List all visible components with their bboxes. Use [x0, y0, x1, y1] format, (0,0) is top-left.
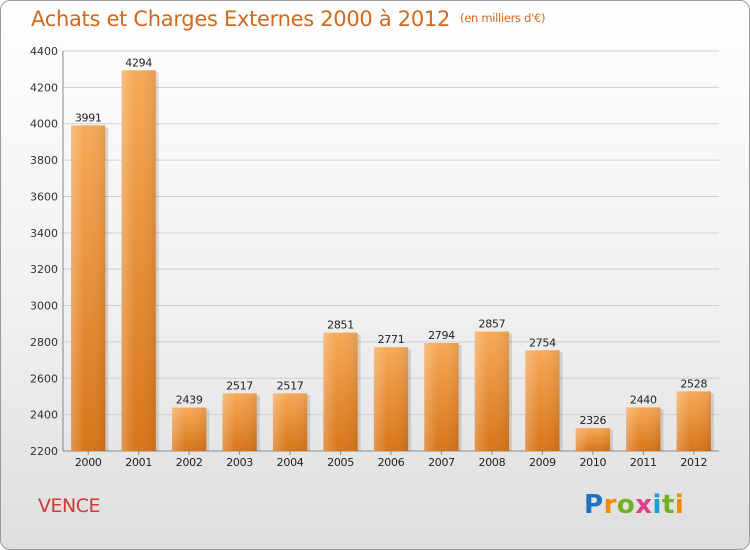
y-tick-label: 3400: [30, 227, 58, 240]
bar-highlight: [626, 407, 661, 451]
bar-highlight: [575, 428, 611, 451]
x-tick-label: 2008: [479, 456, 506, 469]
y-tick-label: 2400: [30, 409, 58, 422]
y-tick-label: 2600: [30, 372, 58, 385]
proxiti-logo: Proxiti: [584, 490, 685, 520]
x-tick-label: 2011: [630, 456, 657, 469]
x-tick-label: 2009: [529, 456, 556, 469]
chart-title-text: Achats et Charges Externes 2000 à 2012: [31, 7, 451, 31]
x-tick-label: 2006: [378, 456, 405, 469]
bar-highlight: [272, 393, 308, 451]
x-tick-label: 2012: [680, 456, 707, 469]
value-labels: 3991 4294 2439 2517 2517 2851 2771 2794 2857 2754…: [75, 56, 708, 427]
y-tick-label: 4200: [30, 81, 58, 94]
bar-highlight: [323, 332, 358, 451]
bar-highlight: [171, 407, 207, 451]
y-tick-label: 4400: [30, 45, 58, 58]
x-tick-label: 2001: [125, 456, 152, 469]
x-tick-label: 2007: [428, 456, 455, 469]
y-tick-label: 2800: [30, 336, 58, 349]
value-label: 2440: [630, 393, 657, 406]
value-label: 3991: [75, 111, 102, 124]
y-tick-label: 3800: [30, 154, 58, 167]
y-tick-label: 2200: [30, 445, 58, 458]
value-label: 2528: [680, 377, 707, 390]
x-tick-label: 2002: [176, 456, 203, 469]
x-tick-label: 2003: [226, 456, 253, 469]
y-tick-label: 4000: [30, 118, 58, 131]
value-label: 2754: [529, 336, 556, 349]
value-label: 2794: [428, 329, 455, 342]
x-tick-label: 2004: [277, 456, 304, 469]
y-tick-label: 3000: [30, 300, 58, 313]
x-tick-label: 2000: [75, 456, 102, 469]
y-tick-label: 3200: [30, 263, 58, 276]
bar-highlight: [676, 391, 711, 451]
bar-highlight: [121, 70, 156, 451]
location-label: VENCE: [38, 495, 101, 517]
value-label: 4294: [125, 56, 152, 69]
bars: [71, 70, 714, 451]
bar-highlight: [424, 343, 459, 451]
bar-highlight: [525, 350, 560, 451]
unit-note: (en milliers d'€): [460, 11, 546, 25]
value-label: 2851: [327, 319, 354, 332]
x-tick-label: 2010: [579, 456, 606, 469]
y-tick-label: 3600: [30, 190, 58, 203]
value-label: 2857: [479, 318, 506, 331]
value-label: 2517: [226, 379, 253, 392]
value-label: 2326: [579, 414, 606, 427]
bar-highlight: [222, 393, 257, 451]
chart-title: Achats et Charges Externes 2000 à 2012 (e…: [31, 7, 545, 31]
value-label: 2439: [176, 394, 203, 407]
value-label: 2771: [378, 333, 405, 346]
x-tick-label: 2005: [327, 456, 354, 469]
bar-highlight: [373, 347, 409, 451]
bar-highlight: [71, 125, 106, 451]
bar-highlight: [474, 331, 510, 451]
value-label: 2517: [277, 379, 304, 392]
